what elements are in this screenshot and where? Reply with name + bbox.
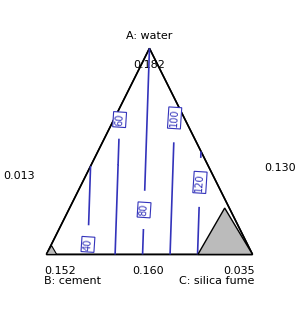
Text: 80: 80: [139, 203, 149, 216]
Text: C: silica fume: C: silica fume: [179, 276, 255, 286]
Text: 0.152: 0.152: [44, 266, 76, 276]
Text: 0.182: 0.182: [134, 60, 165, 70]
Text: 0.160: 0.160: [133, 266, 164, 276]
Text: 40: 40: [82, 238, 93, 251]
Text: 0.130: 0.130: [264, 163, 296, 173]
Polygon shape: [198, 208, 253, 254]
Text: A: water: A: water: [126, 31, 172, 41]
Text: 0.035: 0.035: [223, 266, 255, 276]
Text: 0.013: 0.013: [3, 171, 35, 181]
Text: B: cement: B: cement: [44, 276, 101, 286]
Text: 100: 100: [169, 109, 180, 128]
Text: 60: 60: [114, 113, 125, 126]
Text: 120: 120: [194, 173, 206, 192]
Polygon shape: [46, 246, 57, 254]
